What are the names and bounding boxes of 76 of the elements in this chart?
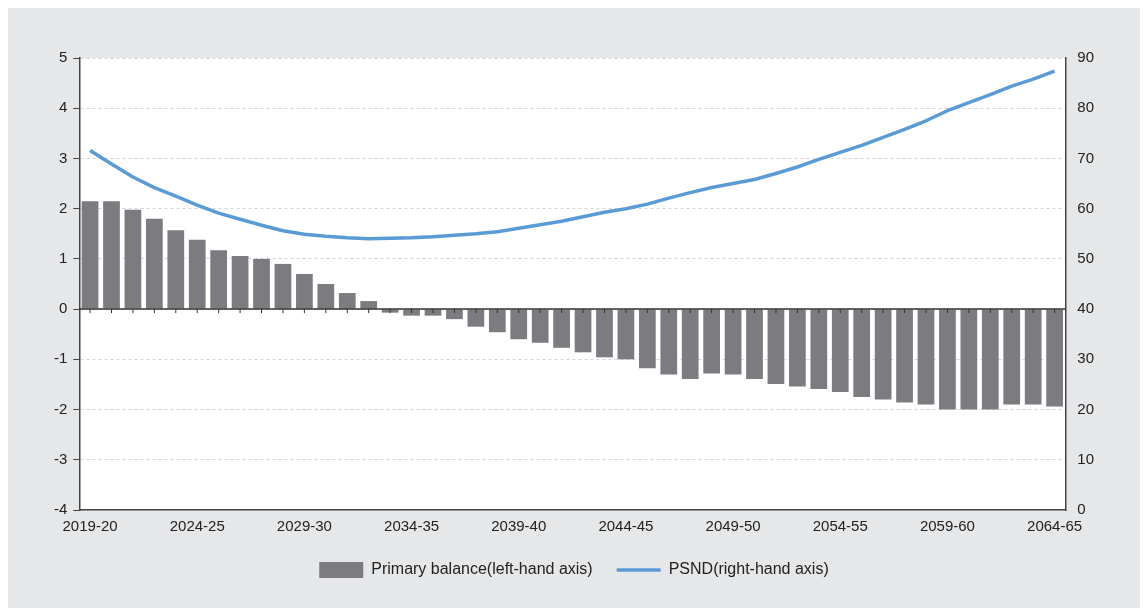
x-tick-label: 2039-40 [491,517,547,535]
bar [338,293,356,309]
bar [574,309,592,353]
bar [210,250,228,309]
bar [103,201,120,309]
bar [853,309,871,397]
x-tick-label: 2029-30 [276,517,332,535]
y-tick-label: 2 [58,198,68,216]
bar [767,309,785,384]
bar [488,309,506,333]
y2-tick-label: 20 [1077,399,1094,417]
y2-tick-label: 50 [1077,249,1094,267]
y-tick-label: 4 [58,98,68,116]
bar [467,309,485,327]
x-tick-label: 2044-45 [598,517,654,535]
bar [403,309,420,316]
y2-tick-label: 40 [1077,299,1094,317]
y-tick-label: 1 [58,249,68,267]
y-tick-label: -2 [53,399,68,417]
bar [360,301,378,309]
y-tick-label: 5 [58,48,68,66]
bar [917,309,935,405]
bar [317,284,335,309]
bar [681,309,699,379]
bar [617,309,635,360]
bar [638,309,656,369]
bar [596,309,613,358]
y-tick-label: -4 [53,500,68,518]
bar [746,309,763,379]
x-tick-label: 2064-65 [1027,517,1083,535]
bar [703,309,721,374]
y2-tick-label: 10 [1077,449,1094,467]
bar [446,309,463,320]
y2-tick-label: 80 [1077,98,1094,116]
bar [724,309,742,375]
bar [553,309,570,348]
bar [896,309,913,403]
y2-tick-label: 30 [1077,349,1094,367]
x-tick-label: 2024-25 [169,517,225,535]
bar [1003,309,1021,405]
bar [660,309,678,375]
bar [874,309,892,400]
bar [939,309,956,410]
y2-tick-label: 90 [1077,48,1094,66]
bar [831,309,849,392]
bar [253,258,270,309]
x-tick-label: 2049-50 [705,517,761,535]
bar [167,230,185,309]
bar [188,239,206,309]
bar [810,309,828,389]
y2-tick-label: 60 [1077,198,1094,216]
bar [981,309,999,410]
legend-label: PSND(right-hand axis) [668,560,829,578]
x-tick-label: 2059-60 [919,517,975,535]
x-tick-label: 2034-35 [384,517,440,535]
y-tick-label: 0 [58,299,68,317]
bar [960,309,978,410]
y2-tick-label: 0 [1077,500,1086,518]
y-tick-label: -3 [53,449,68,467]
bar [274,263,292,309]
y-tick-label: -1 [53,349,68,367]
bar [531,309,549,343]
bar [146,218,163,309]
y2-tick-label: 70 [1077,148,1094,166]
bar [231,255,249,309]
bar [124,209,142,309]
bar [81,201,99,309]
x-tick-label: 2054-55 [812,517,868,535]
y-tick-label: 3 [58,148,68,166]
bar [1024,309,1042,405]
x-tick-label: 2019-20 [62,517,118,535]
bar [296,273,313,309]
bar [510,309,528,340]
bar [1046,309,1063,407]
legend-label: Primary balance(left-hand axis) [371,560,593,578]
bar [789,309,806,387]
